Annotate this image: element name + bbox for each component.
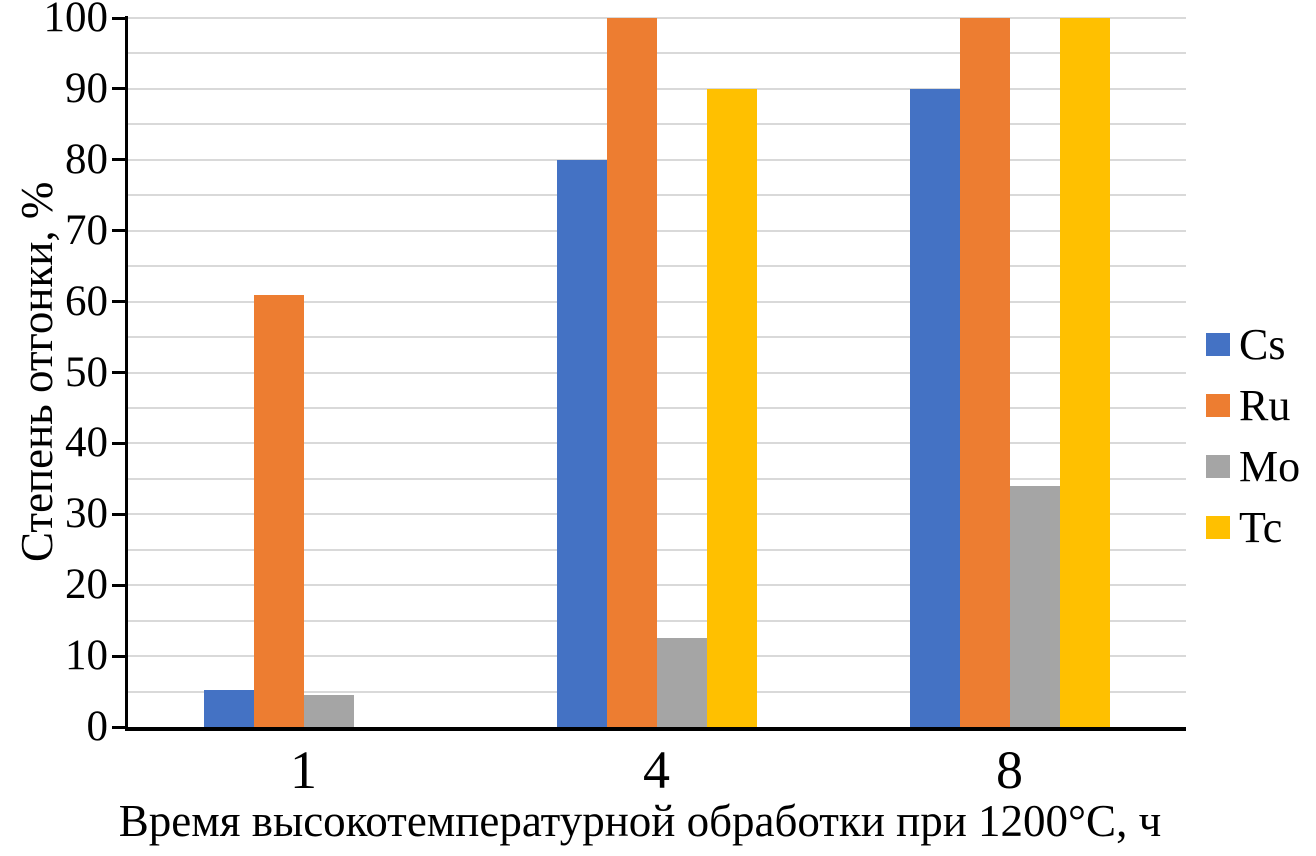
y-tick-30 [112,512,125,516]
y-tick-label-50: 50 [65,348,108,396]
y-tick-90 [112,87,125,91]
legend: Cs Ru Mo Tc [1206,321,1300,565]
bar-cs-8 [909,88,960,727]
y-tick-70 [112,229,125,233]
legend-item-tc: Tc [1206,504,1300,551]
y-tick-label-10: 10 [65,632,108,680]
gridline-45 [128,406,1186,409]
y-tick-20 [112,583,125,587]
bar-cs-1 [203,690,254,727]
legend-label-cs: Cs [1239,320,1286,369]
legend-label-ru: Ru [1239,381,1291,430]
y-tick-label-100: 100 [43,0,109,41]
y-tick-60 [112,300,125,304]
gridline-100 [128,17,1186,19]
gridline-55 [128,336,1186,339]
bar-ru-1 [253,294,304,727]
gridline-20 [128,584,1186,587]
bar-cs-4 [556,159,607,727]
gridline-25 [128,548,1186,551]
legend-swatch-tc [1206,516,1230,539]
legend-item-cs: Cs [1206,321,1300,368]
gridline-50 [128,371,1186,374]
y-tick-40 [112,441,125,445]
legend-swatch-cs [1206,333,1230,356]
gridline-80 [128,158,1186,161]
y-tick-0 [112,725,125,729]
x-axis-line [125,727,1186,731]
bar-ru-8 [959,18,1010,727]
legend-swatch-ru [1206,394,1230,417]
gridline-75 [128,194,1186,197]
y-tick-label-40: 40 [65,419,108,467]
legend-label-tc: Tc [1239,503,1283,552]
bar-mo-4 [656,638,707,727]
gridline-90 [128,87,1186,90]
bar-mo-8 [1009,485,1060,727]
legend-item-ru: Ru [1206,382,1300,429]
y-axis-line [125,16,128,730]
x-tick-label-1: 1 [290,740,317,800]
legend-swatch-mo [1206,455,1230,478]
y-tick-10 [112,654,125,658]
bar-ru-4 [606,18,657,727]
y-tick-label-80: 80 [65,135,108,183]
y-tick-80 [112,158,125,162]
gridline-35 [128,477,1186,480]
bar-tc-4 [706,88,757,727]
gridline-95 [128,52,1186,55]
gridline-70 [128,229,1186,232]
y-tick-100 [112,16,125,20]
y-tick-label-60: 60 [65,277,108,325]
y-tick-50 [112,371,125,374]
y-tick-label-20: 20 [65,561,108,609]
y-tick-label-70: 70 [65,206,108,254]
gridline-60 [128,300,1186,303]
x-tick-label-4: 4 [643,740,670,800]
gridline-30 [128,513,1186,516]
gridline-15 [128,619,1186,622]
gridline-85 [128,123,1186,126]
x-tick-label-8: 8 [996,740,1023,800]
gridline-40 [128,442,1186,445]
legend-item-mo: Mo [1206,443,1300,490]
x-axis-title: Время высокотемпературной обработки при … [118,796,1162,846]
y-tick-label-90: 90 [65,64,108,112]
bar-mo-1 [303,695,354,727]
bar-tc-8 [1059,18,1110,727]
y-tick-label-30: 30 [65,490,108,538]
gridline-65 [128,265,1186,268]
legend-label-mo: Mo [1239,442,1301,491]
y-tick-label-0: 0 [86,703,109,750]
